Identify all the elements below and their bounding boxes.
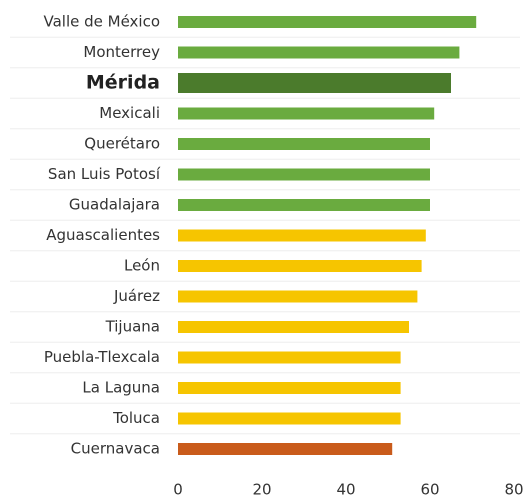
y-tick-label: Tijuana — [105, 318, 160, 336]
x-tick-label: 20 — [252, 481, 271, 499]
bar — [178, 46, 460, 59]
bar — [178, 321, 409, 333]
y-tick-label: Aguascalientes — [46, 226, 160, 244]
bar — [178, 443, 393, 455]
y-tick-label: León — [124, 257, 160, 275]
bar — [178, 260, 422, 272]
bar — [178, 199, 430, 211]
bar — [178, 73, 451, 93]
bar — [178, 16, 477, 28]
y-tick-label: Mérida — [86, 72, 160, 94]
bar — [178, 229, 426, 242]
y-tick-label: Cuernavaca — [71, 440, 160, 458]
x-tick-label: 40 — [336, 481, 355, 499]
bar — [178, 168, 430, 181]
x-tick-label: 0 — [173, 481, 183, 499]
bar — [178, 412, 401, 425]
y-tick-label: Valle de México — [43, 13, 160, 31]
y-tick-label: Mexicali — [99, 104, 160, 122]
y-tick-label: Juárez — [113, 287, 160, 305]
bar — [178, 351, 401, 364]
y-tick-label: Monterrey — [83, 43, 160, 61]
y-tick-label: La Laguna — [82, 379, 160, 397]
bar — [178, 107, 435, 120]
bar — [178, 290, 418, 303]
y-tick-label: Toluca — [112, 409, 160, 427]
y-tick-label: Puebla-Tlexcala — [44, 348, 160, 366]
x-tick-label: 80 — [504, 481, 523, 499]
y-tick-label: Querétaro — [84, 135, 160, 153]
y-tick-label: San Luis Potosí — [48, 165, 161, 183]
bar — [178, 138, 430, 150]
y-tick-label: Guadalajara — [69, 196, 160, 214]
x-tick-label: 60 — [420, 481, 439, 499]
bar — [178, 382, 401, 394]
